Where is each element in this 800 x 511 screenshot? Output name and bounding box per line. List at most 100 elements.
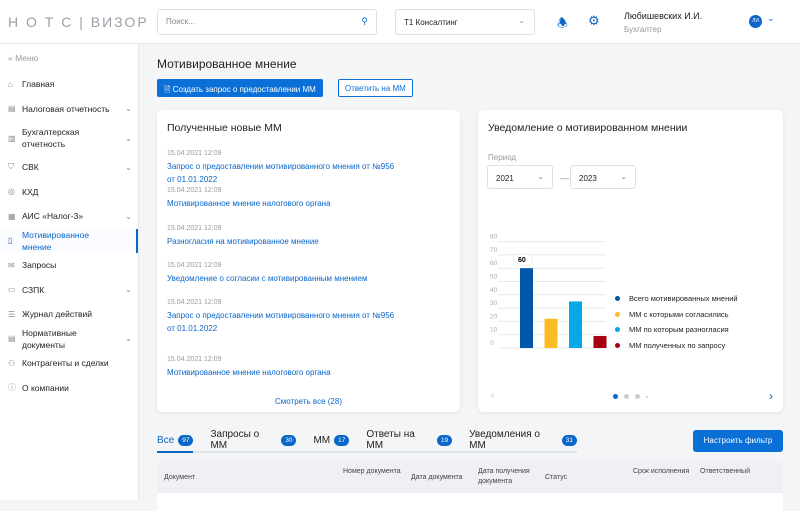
period-from-select[interactable]: 2021 ⌄ <box>487 165 553 189</box>
tab[interactable]: Запросы о ММ 30 <box>210 429 297 451</box>
column-header[interactable]: Ответственный <box>700 468 750 475</box>
item-date: 15.04.2021 12:09 <box>167 299 222 306</box>
carousel-dots[interactable] <box>613 394 648 399</box>
create-request-button[interactable]: 🗎 Создать запрос о предоставлении ММ <box>157 79 323 97</box>
item-link[interactable]: Запрос о предоставлении мотивированного … <box>167 162 395 184</box>
y-tick-label: 0 <box>490 340 494 347</box>
dot-active[interactable] <box>613 394 618 399</box>
y-tick-label: 20 <box>490 313 498 320</box>
see-all-link[interactable]: Смотреть все (28) <box>275 397 342 406</box>
tab[interactable]: Ответы на ММ 19 <box>366 429 453 451</box>
notice-title: Уведомление о мотивированном мнении <box>488 122 688 134</box>
item-link[interactable]: Мотивированное мнение налогового органа <box>167 199 331 208</box>
dot[interactable] <box>624 394 629 399</box>
sidebar-item[interactable]: ⛉ СВК ⌄ <box>0 155 138 180</box>
list-item[interactable]: 15.04.2021 12:09 Запрос о предоставлении … <box>167 299 397 335</box>
list-item[interactable]: 15.04.2021 12:09 Мотивированное мнение на… <box>167 356 397 379</box>
list-item[interactable]: 15.04.2021 12:09 Уведомление о согласии с… <box>167 262 397 285</box>
bar[interactable] <box>569 301 582 348</box>
tab-label: Все <box>157 434 175 446</box>
column-header[interactable]: Дата получения документа <box>478 468 530 485</box>
period-to-select[interactable]: 2023 ⌄ <box>570 165 636 189</box>
filter-button[interactable]: Настроить фильтр <box>693 430 783 452</box>
sidebar-item[interactable]: ▤ Нормативные документы ⌄ <box>0 327 138 352</box>
y-tick-label: 80 <box>490 234 498 241</box>
bar[interactable] <box>593 336 607 348</box>
sidebar-item[interactable]: ▥ Бухгалтерская отчетность ⌄ <box>0 121 138 155</box>
y-tick-label: 50 <box>490 274 498 281</box>
legend-item[interactable]: ММ по которым разногласия <box>615 325 729 334</box>
bell-icon[interactable]: 🕭 <box>557 16 568 30</box>
page-title: Мотивированное мнение <box>157 57 297 71</box>
reply-button[interactable]: Ответить на ММ <box>338 79 413 97</box>
sidebar-item[interactable]: ▦ АИС «Налог-3» ⌄ <box>0 204 138 229</box>
column-header[interactable]: Документ <box>164 474 196 481</box>
legend-item[interactable]: ММ с которыми согласились <box>615 310 729 319</box>
y-tick-label: 70 <box>490 247 498 254</box>
user-info[interactable]: Любишевских И.И. Бухгалтер <box>624 11 702 34</box>
sidebar-item[interactable]: ▭ СЗПК ⌄ <box>0 278 138 303</box>
tab-label: Ответы на ММ <box>366 429 415 451</box>
legend-dot <box>615 296 620 301</box>
tab[interactable]: ММ 17 <box>313 429 350 451</box>
tooltip <box>513 253 533 266</box>
sidebar-item-label: Запросы <box>22 260 57 271</box>
legend-item[interactable]: Всего мотивированных мнений <box>615 294 738 303</box>
sidebar-item-label: Нормативные документы <box>22 327 77 350</box>
tab[interactable]: Все 97 <box>157 429 194 453</box>
period-to-value: 2023 <box>579 174 597 183</box>
search-placeholder: Поиск... <box>166 17 195 26</box>
logo[interactable]: Н О Т С | ВИЗОР <box>8 14 149 30</box>
dot[interactable] <box>646 396 648 398</box>
legend-label: ММ с которыми согласились <box>629 309 729 319</box>
documents-table: Документ Номер документа Дата документа Дат… <box>157 461 783 511</box>
item-link[interactable]: Мотивированное мнение налогового органа <box>167 368 331 377</box>
chevron-down-icon[interactable]: ⌄ <box>767 13 775 23</box>
list-item[interactable]: 15.04.2021 12:09 Мотивированное мнение на… <box>167 187 397 210</box>
document-icon: 🗎 <box>164 85 171 94</box>
search-input[interactable]: Поиск... ⚲ <box>157 9 377 35</box>
bar[interactable] <box>520 268 533 348</box>
sidebar-item[interactable]: ▯ Мотивированное мнение <box>0 228 138 253</box>
item-link[interactable]: Разногласия на мотивированное мнение <box>167 237 319 246</box>
avatar[interactable]: ЛИ <box>749 15 762 28</box>
item-link[interactable]: Запрос о предоставлении мотивированного … <box>167 311 395 333</box>
gear-icon[interactable]: ⚙ <box>588 13 600 28</box>
item-link[interactable]: Уведомление о согласии с мотивированным … <box>167 274 368 283</box>
sidebar-item-label: КХД <box>22 186 39 197</box>
bar[interactable] <box>544 318 558 348</box>
tab[interactable]: Уведомления о ММ 31 <box>469 429 577 451</box>
period-dash: — <box>560 173 569 183</box>
sidebar-item[interactable]: ⚇ Контрагенты и сделки <box>0 351 138 376</box>
column-header[interactable]: Дата документа <box>411 474 463 481</box>
sidebar-item[interactable]: ☰ Журнал действий <box>0 302 138 327</box>
list-item[interactable]: 15.04.2021 12:09 Разногласия на мотивиров… <box>167 225 397 248</box>
chevron-left-icon[interactable]: ‹ <box>491 390 495 401</box>
legend-item[interactable]: ММ полученных по запросу <box>615 341 725 350</box>
sidebar-item[interactable]: ✉ Запросы <box>0 253 138 278</box>
search-icon[interactable]: ⚲ <box>361 16 368 26</box>
sidebar-item[interactable]: ▤ Налоговая отчетность ⌄ <box>0 97 138 122</box>
sidebar-item[interactable]: ◎ КХД <box>0 180 138 205</box>
organization-select[interactable]: Т1 Консалтинг ⌄ <box>395 9 535 35</box>
sidebar-item[interactable]: ⌂ Главная <box>0 72 138 97</box>
item-date: 15.04.2021 12:09 <box>167 356 222 363</box>
menu-collapse[interactable]: « Меню <box>0 44 138 72</box>
dot[interactable] <box>635 394 640 399</box>
list-item[interactable]: 15.04.2021 12:09 Запрос о предоставлении … <box>167 150 397 186</box>
sidebar-item[interactable]: ⓘ О компании <box>0 376 138 401</box>
column-header[interactable]: Номер документа <box>343 468 401 475</box>
chevron-down-icon: ⌄ <box>518 16 525 25</box>
notice-card: Уведомление о мотивированном мнении Пери… <box>478 110 783 412</box>
chevron-down-icon: ⌄ <box>125 133 132 143</box>
column-header[interactable]: Срок исполнения <box>633 468 690 475</box>
table-header: Документ Номер документа Дата документа Дат… <box>157 461 783 493</box>
double-chevron-left-icon: « <box>8 53 13 63</box>
sidebar-item-label: Главная <box>22 79 55 90</box>
create-request-label: Создать запрос о предоставлении ММ <box>172 85 316 94</box>
column-header[interactable]: Статус <box>545 474 568 481</box>
sidebar-item-label: Мотивированное мнение <box>22 229 90 252</box>
chevron-right-icon[interactable]: › <box>769 389 773 403</box>
ledger-icon: ▥ <box>8 133 16 143</box>
document-icon: ▯ <box>8 236 13 246</box>
